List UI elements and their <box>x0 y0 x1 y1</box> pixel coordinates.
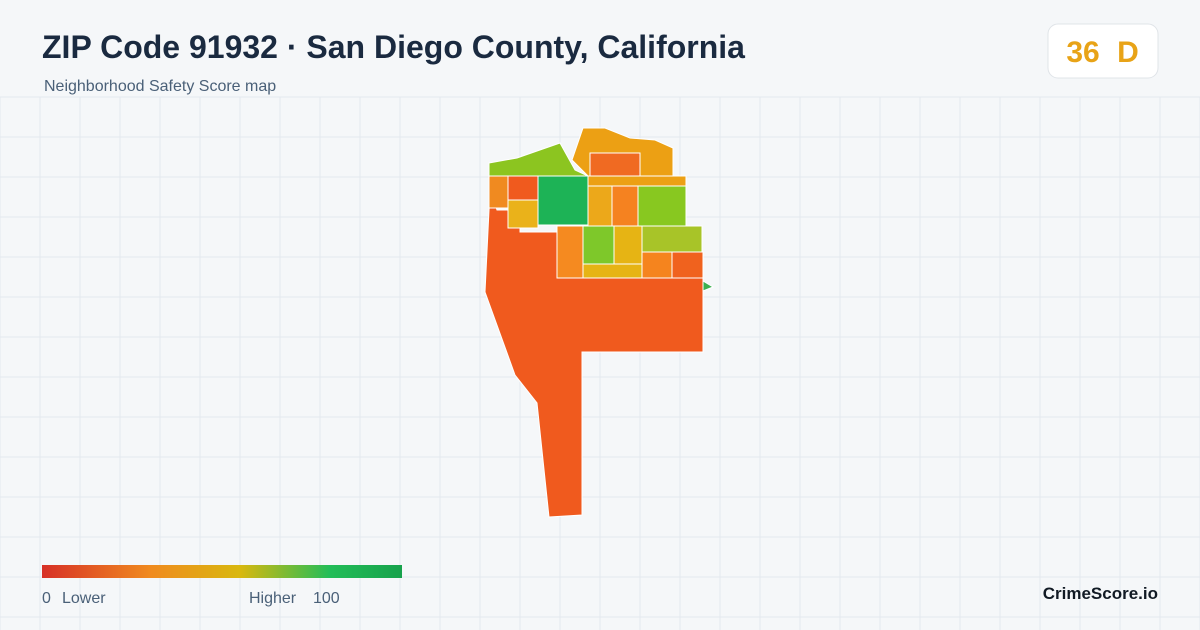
region <box>641 225 703 253</box>
region <box>582 263 643 279</box>
region <box>582 225 615 265</box>
region <box>671 251 704 279</box>
region <box>637 185 687 227</box>
region <box>702 280 715 292</box>
legend: 0 Lower Higher 100 <box>42 565 402 607</box>
region <box>611 185 639 227</box>
score-grade: D <box>1117 36 1139 69</box>
score-badge: 36 D <box>1047 23 1159 79</box>
legend-max-label: Higher <box>249 590 297 607</box>
score-value: 36 <box>1066 36 1099 69</box>
region <box>613 225 643 265</box>
legend-max: 100 <box>313 590 340 607</box>
subtitle: Neighborhood Safety Score map <box>44 78 276 95</box>
region <box>556 225 584 279</box>
region <box>587 175 687 187</box>
region <box>488 175 509 209</box>
region <box>641 251 673 279</box>
region <box>587 185 613 227</box>
grid <box>0 96 1200 630</box>
title: ZIP Code 91932 · San Diego County, Calif… <box>42 29 745 65</box>
legend-gradient <box>42 565 402 578</box>
badge-box <box>1047 23 1159 79</box>
zip-map <box>484 127 715 518</box>
legend-min: 0 <box>42 590 51 607</box>
region <box>507 175 539 201</box>
region <box>537 175 589 226</box>
legend-min-label: Lower <box>62 590 106 607</box>
brand: CrimeScore.io <box>1043 584 1158 603</box>
region <box>507 199 539 229</box>
region <box>589 152 641 177</box>
